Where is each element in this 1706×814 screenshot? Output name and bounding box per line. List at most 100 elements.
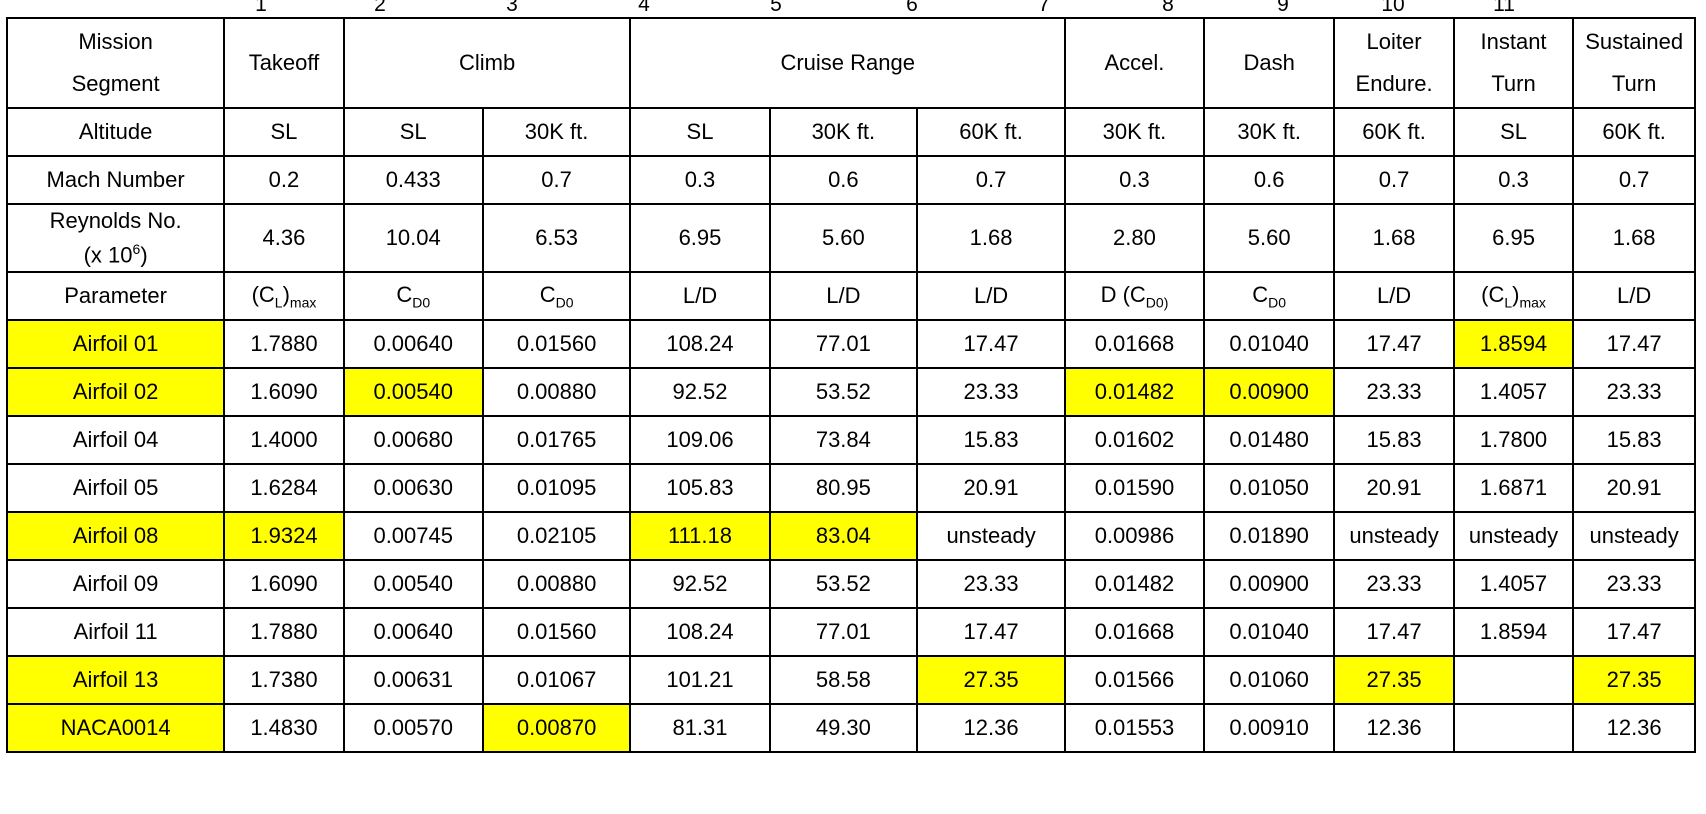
value-cell: 17.47 [916, 607, 1066, 657]
airfoil-name: Airfoil 11 [5, 607, 226, 657]
value-cell: 23.33 [916, 367, 1066, 417]
mission-segment-row: Mission Segment Takeoff Climb Cruise Rang… [5, 17, 1696, 109]
parameter-row: Parameter (CL)max CD0 CD0 L/D L/D L/D D … [5, 271, 1696, 321]
value-cell: 0.01566 [1063, 655, 1205, 705]
airfoil-name: Airfoil 05 [5, 463, 226, 513]
column-number: 11 [1493, 0, 1515, 14]
column-number: 1 [255, 0, 267, 14]
value-cell: 27.35 [916, 655, 1066, 705]
airfoil-name: Airfoil 02 [5, 367, 226, 417]
column-number: 6 [906, 0, 918, 14]
altitude-cell: SL [223, 107, 345, 157]
column-number: 4 [638, 0, 650, 14]
value-cell: 17.47 [1333, 607, 1455, 657]
parameter-ld: L/D [916, 271, 1066, 321]
value-cell: unsteady [1572, 511, 1696, 561]
parameter-cd0: CD0 [1202, 271, 1336, 321]
column-number-row: 1 2 3 4 5 6 7 8 9 10 11 [6, 0, 1696, 18]
value-cell: 0.01890 [1202, 511, 1336, 561]
value-cell: 0.00900 [1202, 559, 1336, 609]
reynolds-cell: 1.68 [1333, 203, 1455, 273]
altitude-cell: SL [629, 107, 771, 157]
value-cell: 0.01040 [1202, 319, 1336, 369]
value-cell: 92.52 [629, 367, 771, 417]
reynolds-row: Reynolds No. (x 106) 4.36 10.04 6.53 6.95… [5, 203, 1696, 273]
segment-sustained-turn: Sustained Turn [1572, 17, 1696, 109]
reynolds-label: Reynolds No. (x 106) [5, 203, 226, 273]
value-cell: 0.00880 [481, 559, 632, 609]
parameter-ld: L/D [1333, 271, 1455, 321]
value-cell: 73.84 [768, 415, 919, 465]
value-cell: 23.33 [1333, 559, 1455, 609]
value-cell: 53.52 [768, 367, 919, 417]
value-cell: 0.00900 [1202, 367, 1336, 417]
airfoil-name: Airfoil 13 [5, 655, 226, 705]
value-cell: 23.33 [1333, 367, 1455, 417]
value-cell: 1.4000 [223, 415, 345, 465]
mach-cell: 0.7 [1572, 155, 1696, 205]
value-cell: 49.30 [768, 703, 919, 753]
value-cell: 0.00745 [342, 511, 484, 561]
value-cell: 77.01 [768, 319, 919, 369]
value-cell: 0.01553 [1063, 703, 1205, 753]
value-cell: 1.4830 [223, 703, 345, 753]
value-cell: 0.01590 [1063, 463, 1205, 513]
value-cell: 0.00570 [342, 703, 484, 753]
parameter-cd0: CD0 [342, 271, 484, 321]
value-cell: 20.91 [1333, 463, 1455, 513]
segment-loiter: Loiter Endure. [1333, 17, 1455, 109]
altitude-cell: 60K ft. [1572, 107, 1696, 157]
table-row: NACA0014 1.4830 0.00570 0.00870 81.31 49.30 12… [5, 703, 1696, 753]
value-cell: 17.47 [1572, 607, 1696, 657]
mach-cell: 0.3 [629, 155, 771, 205]
value-cell: 12.36 [916, 703, 1066, 753]
value-cell: 0.00540 [342, 559, 484, 609]
value-cell: 58.58 [768, 655, 919, 705]
value-cell: 17.47 [916, 319, 1066, 369]
value-cell: 23.33 [1572, 367, 1696, 417]
value-cell: 17.47 [1333, 319, 1455, 369]
value-cell: 20.91 [1572, 463, 1696, 513]
value-cell: 12.36 [1333, 703, 1455, 753]
reynolds-cell: 5.60 [1202, 203, 1336, 273]
parameter-ld: L/D [768, 271, 919, 321]
value-cell: 12.36 [1572, 703, 1696, 753]
value-cell: 80.95 [768, 463, 919, 513]
value-cell: 23.33 [916, 559, 1066, 609]
mach-row: Mach Number 0.2 0.433 0.7 0.3 0.6 0.7 0.… [5, 155, 1696, 205]
value-cell: 1.8594 [1452, 319, 1575, 369]
mach-cell: 0.7 [481, 155, 632, 205]
value-cell: 0.00631 [342, 655, 484, 705]
value-cell: 0.01602 [1063, 415, 1205, 465]
table-row: Airfoil 02 1.6090 0.00540 0.00880 92.52 53.52… [5, 367, 1696, 417]
mach-cell: 0.6 [1202, 155, 1336, 205]
segment-instant-turn: Instant Turn [1452, 17, 1575, 109]
parameter-clmax: (CL)max [1452, 271, 1575, 321]
value-cell: 111.18 [629, 511, 771, 561]
column-number: 2 [374, 0, 386, 14]
value-cell: 27.35 [1333, 655, 1455, 705]
table-row: Airfoil 11 1.7880 0.00640 0.01560 108.24 77.0… [5, 607, 1696, 657]
value-cell: 0.01765 [481, 415, 632, 465]
reynolds-cell: 1.68 [916, 203, 1066, 273]
value-cell: 1.7800 [1452, 415, 1575, 465]
airfoil-data-rows: Airfoil 01 1.7880 0.00640 0.01560 108.24 77.0… [5, 319, 1696, 753]
column-number: 10 [1381, 0, 1405, 14]
value-cell: 0.01050 [1202, 463, 1336, 513]
value-cell: 0.00870 [481, 703, 632, 753]
segment-climb: Climb [342, 17, 632, 109]
altitude-cell: 60K ft. [916, 107, 1066, 157]
reynolds-cell: 10.04 [342, 203, 484, 273]
value-cell: 1.4057 [1452, 559, 1575, 609]
column-number: 5 [770, 0, 782, 14]
value-cell: 1.9324 [223, 511, 345, 561]
value-cell: 0.00640 [342, 607, 484, 657]
table-row: Airfoil 09 1.6090 0.00540 0.00880 92.52 53.52… [5, 559, 1696, 609]
altitude-cell: SL [342, 107, 484, 157]
value-cell: 0.00880 [481, 367, 632, 417]
value-cell: 0.01482 [1063, 367, 1205, 417]
value-cell: 108.24 [629, 607, 771, 657]
column-number: 3 [506, 0, 518, 14]
value-cell [1452, 703, 1575, 753]
